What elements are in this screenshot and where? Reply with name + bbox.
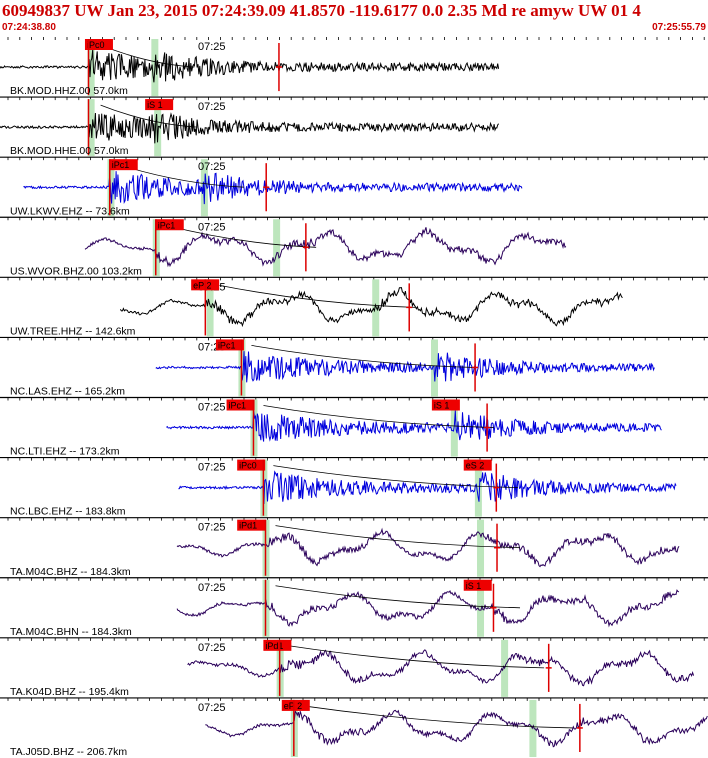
pick-flag (155, 219, 184, 231)
channel-label: NC.LTI.EHZ -- 173.2km (10, 446, 120, 458)
pick-flag (109, 159, 138, 171)
waveform-trace (155, 351, 655, 383)
predicted-p-band (206, 279, 214, 337)
waveform-trace (176, 589, 680, 628)
waveform-trace (178, 470, 677, 505)
event-summary-title: 60949837 UW Jan 23, 2015 07:24:39.09 41.… (2, 1, 641, 20)
pick-flag-label: eP 2 (284, 701, 302, 711)
waveform-trace (166, 410, 662, 442)
window-start-time: 07:24:38.80 (2, 22, 56, 33)
channel-label: US.WVOR.BHZ.00 103.2km (10, 265, 142, 277)
pick-flag (281, 699, 310, 711)
channel-label: BK.MOD.HHZ.00 57.0km (10, 85, 128, 97)
channel-label: TA.M04C.BHN -- 184.3km (10, 626, 132, 638)
trace-time-label: 07:25 (198, 41, 226, 53)
pick-flag (263, 639, 292, 651)
predicted-s-band (154, 99, 162, 157)
trace-time-label: 07:25 (198, 161, 226, 173)
travel-time-curve (289, 645, 545, 669)
pick-flag-label: iS 1 (466, 581, 482, 591)
waveform-trace (205, 709, 708, 748)
predicted-s-band (273, 219, 281, 277)
travel-time-curve (275, 525, 521, 549)
pick-flag-label: iPc1 (229, 401, 247, 411)
pick-flag (215, 339, 244, 351)
predicted-s-band (477, 579, 485, 637)
trace-time-label: 07:25 (198, 221, 226, 233)
channel-label: TA.J05D.BHZ -- 206.7km (10, 746, 127, 758)
channel-label: NC.LBC.EHZ -- 183.8km (10, 506, 126, 518)
s-pick-flag-label: eS 2 (466, 461, 485, 471)
window-end-time: 07:25:55.79 (652, 22, 706, 33)
s-pick-flag (431, 399, 460, 411)
predicted-s-band (529, 699, 537, 757)
travel-time-curve (251, 345, 475, 368)
seismogram-panel[interactable]: 07:25 iPc0 BK.MOD.HHZ.00 57.0km 07:25 iS 1 BK… (0, 37, 708, 758)
trace-time-label: 07:25 (198, 702, 226, 714)
seismogram-svg: 07:25 iPc0 BK.MOD.HHZ.00 57.0km 07:25 iS 1 BK… (0, 37, 708, 758)
channel-label: TA.K04D.BHZ -- 195.4km (10, 686, 129, 698)
trace-time-label: 07:25 (198, 402, 226, 414)
pick-flag-label: iPc1 (158, 220, 176, 230)
pick-flag (226, 399, 255, 411)
travel-time-curve (100, 104, 198, 128)
pick-flag-label: iPc0 (239, 461, 257, 471)
trace-time-label: 07:25 (198, 582, 226, 594)
trace-time-label: 07:25 (198, 642, 226, 654)
waveform-trace (119, 287, 623, 328)
pick-flag-label: iPd1 (239, 521, 257, 531)
pick-flag (145, 99, 174, 111)
channel-label: BK.MOD.HHE.00 57.0km (10, 145, 129, 157)
travel-time-curve (219, 284, 416, 308)
channel-label: NC.LAS.EHZ -- 165.2km (10, 386, 125, 398)
pick-flag-label: eP 2 (193, 280, 211, 290)
waveform-trace (187, 649, 695, 687)
travel-time-curve (273, 465, 518, 489)
pick-flag (237, 459, 266, 471)
pick-flag (237, 519, 266, 531)
pick-flag-label: iPc1 (218, 340, 236, 350)
channel-label: UW.LKWV.EHZ -- 73.6km (10, 205, 130, 217)
waveform-trace (0, 49, 500, 83)
trace-time-label: 07:25 (198, 522, 226, 534)
record-header: 60949837 UW Jan 23, 2015 07:24:39.09 41.… (0, 0, 708, 37)
waveform-trace (84, 227, 567, 268)
pick-flag-label: iPc1 (112, 160, 130, 170)
trace-time-label: 07:25 (198, 101, 226, 113)
pick-flag-label: iPc0 (87, 40, 105, 50)
waveform-trace (23, 171, 523, 205)
pick-flag-label: iPd1 (265, 641, 283, 651)
channel-label: UW.TREE.HHZ -- 142.6km (10, 325, 136, 337)
s-pick-flag-label: iS 1 (434, 401, 450, 411)
predicted-p-band (87, 39, 95, 97)
pick-flag (84, 39, 113, 50)
predicted-s-band (477, 519, 485, 577)
predicted-s-band (372, 279, 380, 337)
trace-time-label: 07:25 (198, 462, 226, 474)
pick-flag-label: iS 1 (147, 100, 163, 110)
waveform-trace (176, 527, 680, 568)
travel-time-curve (263, 405, 494, 428)
waveform-trace (0, 112, 500, 144)
travel-time-curve (275, 585, 521, 609)
s-pick-flag (463, 459, 492, 471)
channel-label: TA.M04C.BHZ -- 184.3km (10, 566, 131, 578)
pick-flag (463, 579, 492, 591)
predicted-s-band (474, 459, 482, 517)
travel-time-curve (303, 705, 573, 729)
